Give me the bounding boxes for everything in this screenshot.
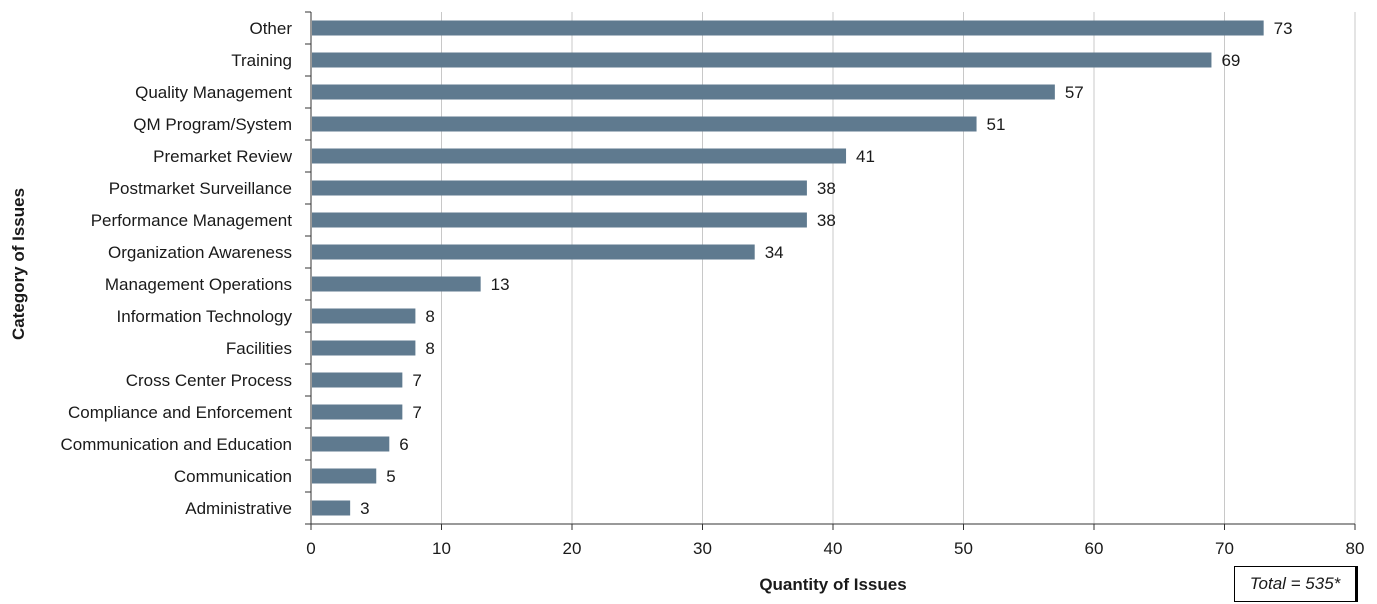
value-label: 51 bbox=[987, 115, 1006, 134]
bar bbox=[312, 404, 403, 420]
category-label: QM Program/System bbox=[133, 115, 292, 134]
total-annotation: Total = 535* bbox=[1234, 566, 1358, 602]
value-label: 7 bbox=[412, 371, 421, 390]
value-label: 13 bbox=[491, 275, 510, 294]
bar bbox=[312, 308, 416, 324]
value-label: 3 bbox=[360, 499, 369, 518]
value-label: 8 bbox=[425, 307, 434, 326]
y-axis-title: Category of Issues bbox=[9, 188, 28, 340]
bar bbox=[312, 500, 351, 516]
x-tick-label: 20 bbox=[563, 539, 582, 558]
value-label: 34 bbox=[765, 243, 784, 262]
category-label: Communication bbox=[174, 467, 292, 486]
category-label: Other bbox=[249, 19, 292, 38]
x-tick-label: 80 bbox=[1346, 539, 1365, 558]
value-label: 41 bbox=[856, 147, 875, 166]
category-label: Training bbox=[231, 51, 292, 70]
x-tick-label: 40 bbox=[824, 539, 843, 558]
category-label: Facilities bbox=[226, 339, 292, 358]
category-label: Information Technology bbox=[117, 307, 293, 326]
x-tick-label: 60 bbox=[1085, 539, 1104, 558]
bar bbox=[312, 212, 807, 228]
bar bbox=[312, 84, 1055, 100]
x-tick-label: 50 bbox=[954, 539, 973, 558]
category-label: Performance Management bbox=[91, 211, 293, 230]
bar bbox=[312, 52, 1212, 68]
category-label: Cross Center Process bbox=[126, 371, 292, 390]
category-label: Administrative bbox=[185, 499, 292, 518]
axes bbox=[305, 11, 1356, 530]
value-label: 7 bbox=[412, 403, 421, 422]
x-tick-labels: 0 10 20 30 40 50 60 70 80 bbox=[306, 539, 1364, 558]
category-labels: Other Training Quality Management QM Progra… bbox=[60, 19, 292, 518]
value-label: 73 bbox=[1274, 19, 1293, 38]
x-tick-label: 0 bbox=[306, 539, 315, 558]
value-label: 5 bbox=[386, 467, 395, 486]
category-label: Compliance and Enforcement bbox=[68, 403, 292, 422]
value-label: 8 bbox=[425, 339, 434, 358]
bar bbox=[312, 372, 403, 388]
value-label: 6 bbox=[399, 435, 408, 454]
bar bbox=[312, 148, 847, 164]
category-label: Quality Management bbox=[135, 83, 292, 102]
bars bbox=[312, 20, 1264, 516]
bar bbox=[312, 340, 416, 356]
x-tick-label: 30 bbox=[693, 539, 712, 558]
bar bbox=[312, 20, 1264, 36]
bar bbox=[312, 180, 807, 196]
value-label: 69 bbox=[1221, 51, 1240, 70]
bar bbox=[312, 468, 377, 484]
category-label: Organization Awareness bbox=[108, 243, 292, 262]
bar bbox=[312, 116, 977, 132]
x-tick-label: 70 bbox=[1215, 539, 1234, 558]
value-label: 38 bbox=[817, 211, 836, 230]
bar bbox=[312, 436, 390, 452]
x-axis-title: Quantity of Issues bbox=[759, 575, 906, 594]
x-tick-label: 10 bbox=[432, 539, 451, 558]
bar bbox=[312, 276, 481, 292]
value-label: 38 bbox=[817, 179, 836, 198]
bar bbox=[312, 244, 755, 260]
value-label: 57 bbox=[1065, 83, 1084, 102]
category-label: Management Operations bbox=[105, 275, 292, 294]
category-label: Premarket Review bbox=[153, 147, 293, 166]
category-label: Postmarket Surveillance bbox=[109, 179, 292, 198]
category-label: Communication and Education bbox=[60, 435, 292, 454]
